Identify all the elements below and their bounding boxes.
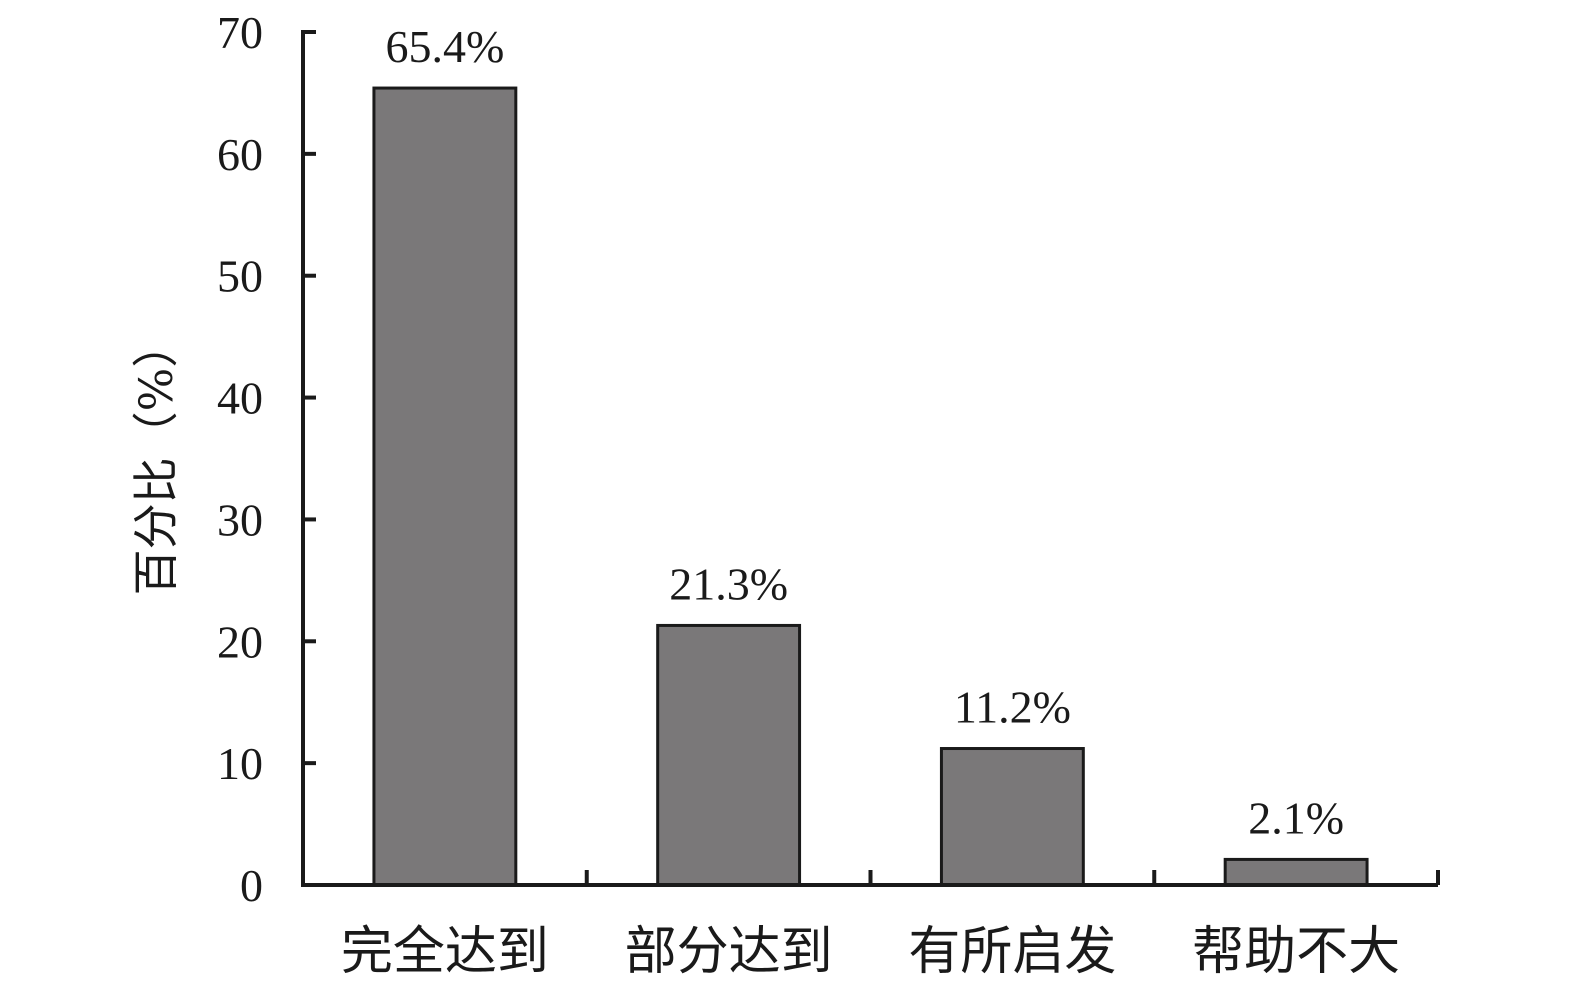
x-axis-categories: 完全达到 部分达到 有所启发 帮助不大 <box>341 870 1440 982</box>
data-label: 65.4% <box>385 21 504 72</box>
bar <box>939 747 1085 887</box>
y-tick-label: 50 <box>217 251 263 302</box>
y-tick-label: 70 <box>217 7 263 58</box>
x-category-label: 完全达到 <box>341 922 549 982</box>
x-category-label: 部分达到 <box>625 922 833 982</box>
bars-group <box>372 86 1369 887</box>
data-label: 2.1% <box>1248 792 1344 843</box>
y-tick-label: 10 <box>217 738 263 789</box>
y-tick-label: 30 <box>217 494 263 545</box>
y-axis-label: 百分比（%） <box>129 322 183 596</box>
bar <box>656 623 802 887</box>
bar <box>372 86 518 887</box>
y-tick-label: 40 <box>217 373 263 424</box>
data-labels-group: 65.4% 21.3% 11.2% 2.1% <box>385 21 1344 843</box>
y-axis-ticks: 0 10 20 30 40 50 60 70 <box>217 7 316 911</box>
x-category-label: 帮助不大 <box>1192 922 1400 982</box>
bar <box>1223 857 1369 887</box>
y-tick-label: 0 <box>240 860 263 911</box>
y-tick-label: 60 <box>217 129 263 180</box>
x-category-label: 有所启发 <box>908 922 1116 982</box>
data-label: 21.3% <box>669 558 788 609</box>
y-tick-label: 20 <box>217 616 263 667</box>
data-label: 11.2% <box>954 682 1071 733</box>
